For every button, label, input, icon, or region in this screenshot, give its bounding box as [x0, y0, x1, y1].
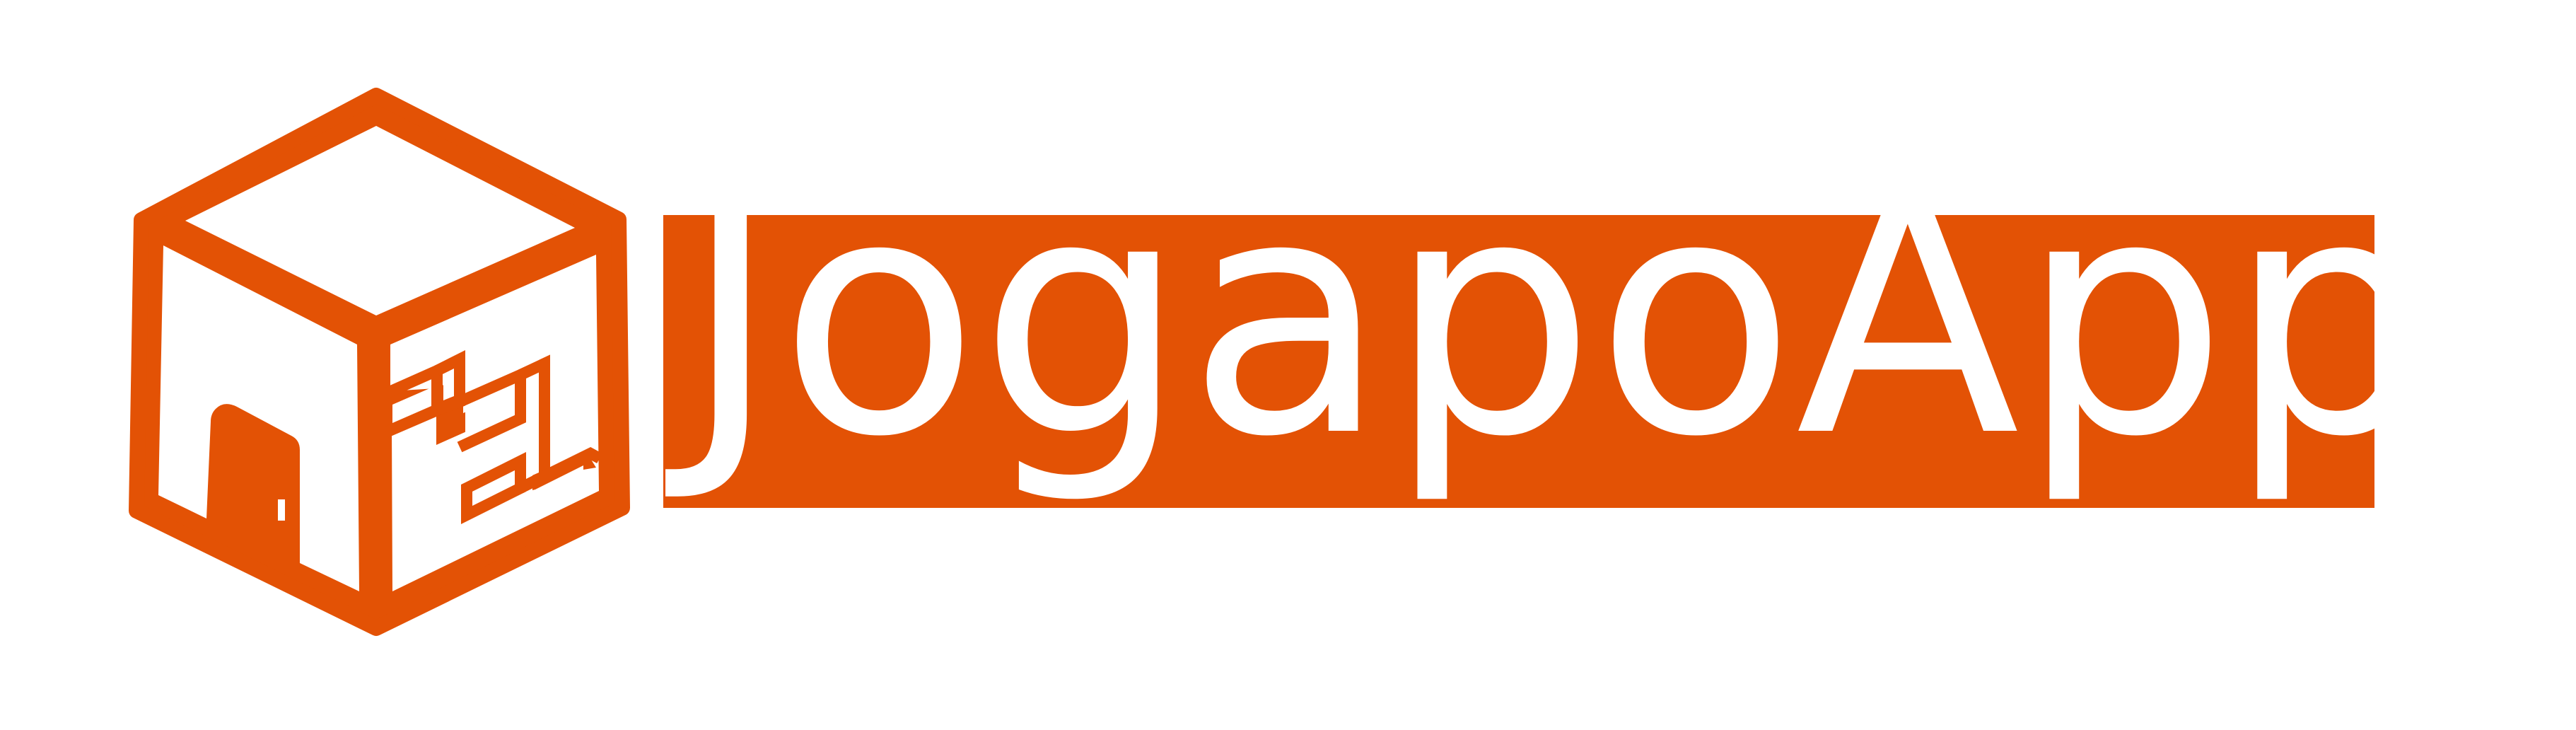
wordmark-background — [663, 215, 2374, 508]
brand-name: JogapoApp — [682, 127, 2436, 509]
cube-house-stairs-icon — [129, 88, 630, 636]
